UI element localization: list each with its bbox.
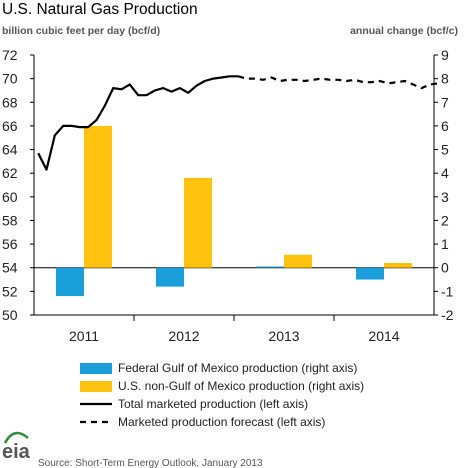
legend-label: U.S. non-Gulf of Mexico production (righ…	[118, 379, 364, 393]
category-label: 2012	[168, 328, 199, 344]
category-label: 2011	[69, 328, 99, 344]
bar	[184, 177, 212, 268]
right-tick-label: 9	[441, 47, 449, 63]
lines	[37, 75, 439, 171]
left-tick-label: 54	[2, 260, 18, 276]
right-tick-label: 5	[441, 142, 449, 158]
right-tick-label: -1	[441, 283, 454, 299]
bar	[156, 267, 184, 287]
left-tick-label: 58	[2, 212, 18, 228]
right-axis-label: annual change (bcf/c)	[350, 25, 458, 37]
bar	[384, 263, 412, 268]
right-tick-label: 3	[441, 189, 449, 205]
left-tick-label: 62	[2, 165, 18, 181]
right-axis-ticks: -2 -1 0 1 2 3 4 5 6 7 8 9	[434, 47, 454, 323]
legend-swatch	[80, 363, 112, 374]
bar	[256, 266, 284, 268]
left-tick-label: 56	[2, 236, 18, 252]
left-tick-label: 68	[2, 94, 18, 110]
category-label: 2013	[268, 328, 299, 344]
right-tick-label: 6	[441, 118, 449, 134]
bars	[56, 125, 412, 297]
legend-label: Federal Gulf of Mexico production (right…	[118, 361, 357, 375]
series-line	[237, 75, 439, 90]
source-note: Source: Short-Term Energy Outlook, Janua…	[38, 458, 263, 468]
left-tick-label: 60	[2, 189, 18, 205]
series-line	[37, 75, 239, 171]
bar	[284, 254, 312, 268]
left-axis-label: billion cubic feet per day (bcf/d)	[2, 25, 160, 37]
right-tick-label: 8	[441, 71, 449, 87]
left-axis-ticks: 50 52 54 56 58 60 62 64 66 68 70 72	[2, 47, 34, 323]
right-tick-label: 4	[441, 165, 449, 181]
category-labels: 2011 2012 2013 2014	[69, 328, 400, 344]
logo-text: eia	[2, 441, 31, 463]
bar	[356, 267, 384, 280]
right-tick-label: 2	[441, 212, 449, 228]
left-tick-label: 66	[2, 118, 18, 134]
left-tick-label: 64	[2, 142, 18, 158]
right-tick-label: -2	[441, 307, 454, 323]
category-label: 2014	[368, 328, 399, 344]
right-tick-label: 1	[441, 236, 449, 252]
legend: Federal Gulf of Mexico production (right…	[80, 361, 364, 429]
eia-logo: eia	[2, 431, 31, 463]
logo-swoosh	[3, 431, 29, 444]
right-tick-label: 0	[441, 260, 449, 276]
bar	[84, 125, 112, 268]
chart-title: U.S. Natural Gas Production	[2, 1, 198, 18]
left-tick-label: 72	[2, 47, 18, 63]
left-tick-label: 70	[2, 71, 18, 87]
legend-label: Total marketed production (left axis)	[118, 397, 308, 411]
left-tick-label: 52	[2, 283, 18, 299]
right-tick-label: 7	[441, 94, 449, 110]
bar	[56, 267, 84, 297]
legend-label: Marketed production forecast (left axis)	[118, 415, 325, 429]
legend-swatch	[80, 381, 112, 392]
left-tick-label: 50	[2, 307, 18, 323]
